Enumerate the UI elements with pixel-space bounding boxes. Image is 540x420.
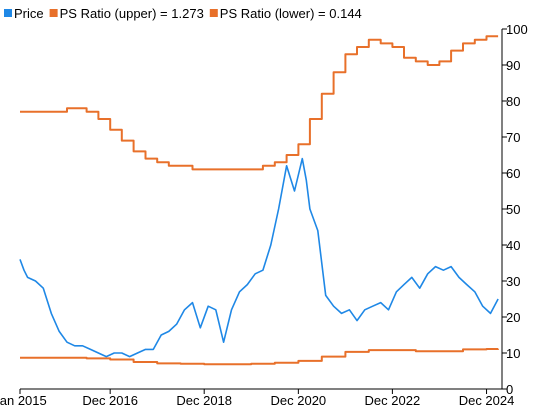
y-tick-label: 20 bbox=[506, 310, 520, 325]
series-line-ps-upper bbox=[20, 35, 499, 171]
x-tick-label: Dec 2016 bbox=[82, 393, 138, 408]
y-tick-label: 50 bbox=[506, 202, 520, 217]
y-tick-label: 70 bbox=[506, 130, 520, 145]
series-layer bbox=[19, 35, 500, 366]
x-tick-label: Dec 2022 bbox=[365, 393, 421, 408]
legend-entry: PS Ratio (upper) = 1.273 bbox=[60, 6, 204, 21]
y-tick-label: 40 bbox=[506, 238, 520, 253]
y-tick-label: 90 bbox=[506, 58, 520, 73]
legend: Price PS Ratio (upper) = 1.273 PS Ratio (l… bbox=[4, 6, 362, 21]
y-tick-label: 0 bbox=[506, 382, 513, 397]
legend-entry: PS Ratio (lower) = 0.144 bbox=[220, 6, 362, 21]
x-tick-label: Jan 2015 bbox=[0, 393, 47, 408]
x-tick-label: Dec 2024 bbox=[459, 393, 515, 408]
legend-swatch bbox=[209, 9, 218, 17]
legend-swatch bbox=[4, 9, 12, 17]
legend-swatch bbox=[49, 9, 58, 17]
y-tick-label: 60 bbox=[506, 166, 520, 181]
y-tick-label: 10 bbox=[506, 346, 520, 361]
y-tick-label: 30 bbox=[506, 274, 520, 289]
y-tick-label: 80 bbox=[506, 94, 520, 109]
y-axis-ticks: 0 10 20 30 40 50 60 70 80 90 100 bbox=[502, 22, 528, 397]
x-tick-label: Dec 2018 bbox=[176, 393, 232, 408]
y-tick-label: 100 bbox=[506, 22, 528, 37]
x-tick-label: Dec 2020 bbox=[271, 393, 327, 408]
legend-entry: Price bbox=[14, 6, 44, 21]
series-line-price bbox=[19, 157, 499, 358]
x-axis-ticks: Jan 2015 Dec 2016 Dec 2018 Dec 2020 Dec 2022… bbox=[0, 389, 514, 408]
series-line-ps-lower bbox=[20, 348, 500, 366]
